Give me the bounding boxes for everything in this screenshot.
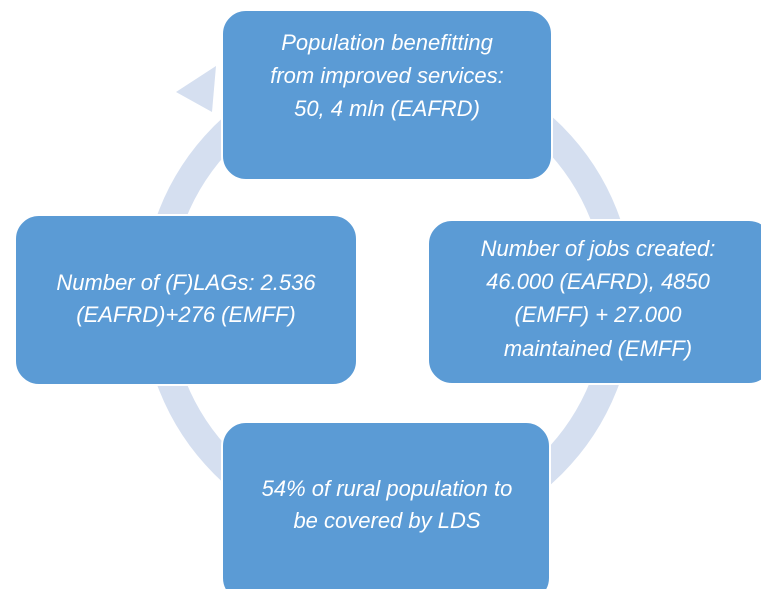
node-box (221, 9, 553, 181)
node-text: (EAFRD)+276 (EMFF) (76, 302, 295, 327)
node-box (14, 214, 358, 386)
node-text: Number of (F)LAGs: 2.536 (56, 270, 316, 295)
node-box (221, 421, 551, 589)
node-text: Number of jobs created: (481, 236, 716, 261)
node-text: 50, 4 mln (EAFRD) (294, 96, 480, 121)
node-text: be covered by LDS (293, 508, 480, 533)
node-text: Population benefitting (281, 30, 493, 55)
node-text: (EMFF) + 27.000 (515, 302, 683, 327)
node-text: 54% of rural population to (262, 476, 513, 501)
node-box (427, 219, 761, 385)
node-text: from improved services: (270, 63, 504, 88)
cycle-arrowhead (176, 66, 216, 112)
node-text: maintained (EMFF) (504, 336, 692, 361)
node-text: 46.000 (EAFRD), 4850 (486, 269, 711, 294)
